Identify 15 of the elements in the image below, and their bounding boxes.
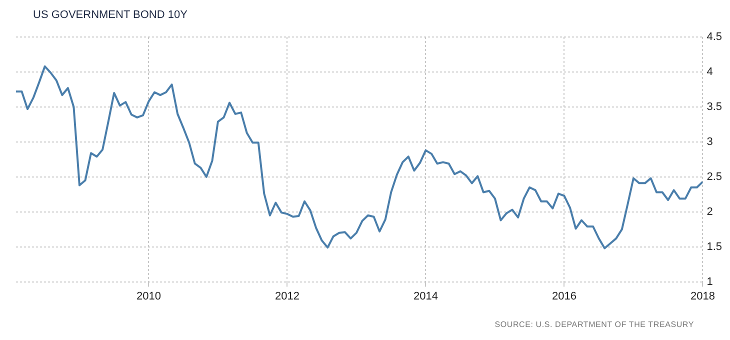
y-tick-label: 2.5 (706, 170, 722, 183)
x-tick-label: 2010 (136, 290, 161, 302)
y-tick-label: 1.5 (706, 240, 722, 253)
y-tick-label: 2 (706, 206, 713, 218)
y-tick-label: 3 (706, 136, 713, 148)
x-tick-label: 2018 (690, 290, 715, 302)
y-tick-label: 3.5 (706, 100, 722, 113)
source-note: SOURCE: U.S. DEPARTMENT OF THE TREASURY (494, 320, 694, 329)
x-tick-label: 2012 (274, 290, 300, 302)
x-tick-label: 2016 (552, 290, 576, 302)
chart-title: US GOVERNMENT BOND 10Y (33, 9, 188, 21)
x-tick-label: 2014 (413, 290, 438, 302)
y-tick-label: 4 (706, 66, 713, 78)
y-tick-label: 4.5 (706, 31, 722, 44)
y-tick-label: 1 (706, 276, 713, 288)
